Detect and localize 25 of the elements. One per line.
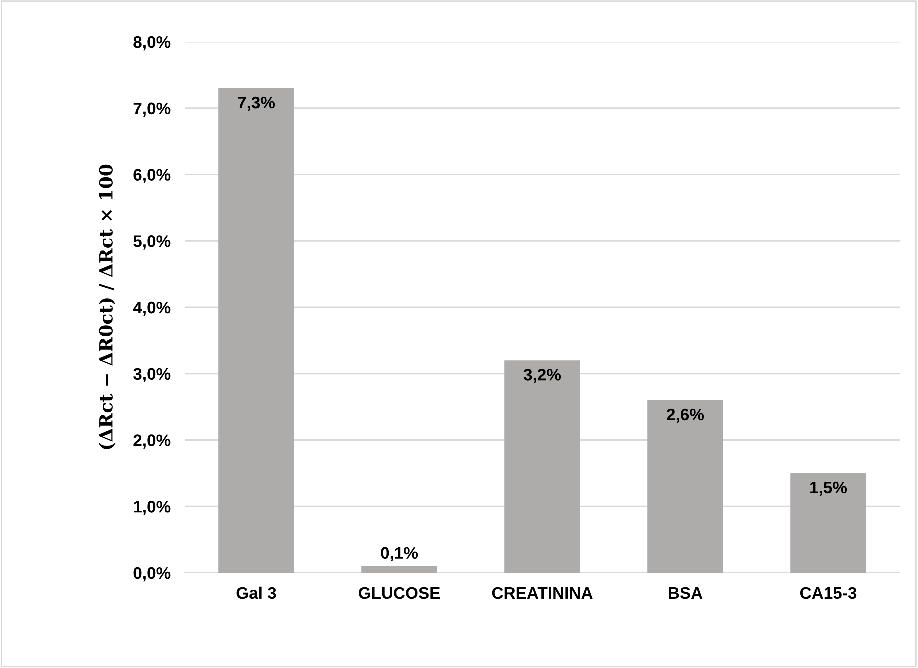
y-tick-label: 2,0% [134,434,171,449]
y-tick-label: 5,0% [134,236,171,250]
data-label: 7,3% [238,96,276,112]
bar [504,360,580,573]
data-label: 1,5% [810,482,848,496]
x-tick-label: CA15-3 [800,587,857,600]
x-tick-label: GLUCOSE [358,587,440,600]
y-tick-label: 0,0% [134,567,171,582]
bar [362,566,438,573]
bar [218,88,294,573]
data-label: 3,2% [524,369,562,384]
bar [790,473,866,573]
data-label: 2,6% [667,408,704,424]
y-tick-label: 4,0% [133,302,171,316]
y-axis-title: (ΔRct − ΔR0ct) / ΔRct × 100 [98,164,116,450]
x-tick-label: BSA [669,587,703,600]
data-label: 0,1% [381,547,418,562]
x-tick-label: Gal 3 [236,586,276,600]
x-tick-label: CREATININA [492,587,593,600]
y-tick-label: 7,0% [134,102,171,117]
bar [648,400,724,573]
y-tick-label: 6,0% [134,169,171,184]
y-tick-label: 1,0% [134,501,171,516]
y-tick-label: 8,0% [134,36,171,51]
y-tick-label: 3,0% [134,368,171,382]
